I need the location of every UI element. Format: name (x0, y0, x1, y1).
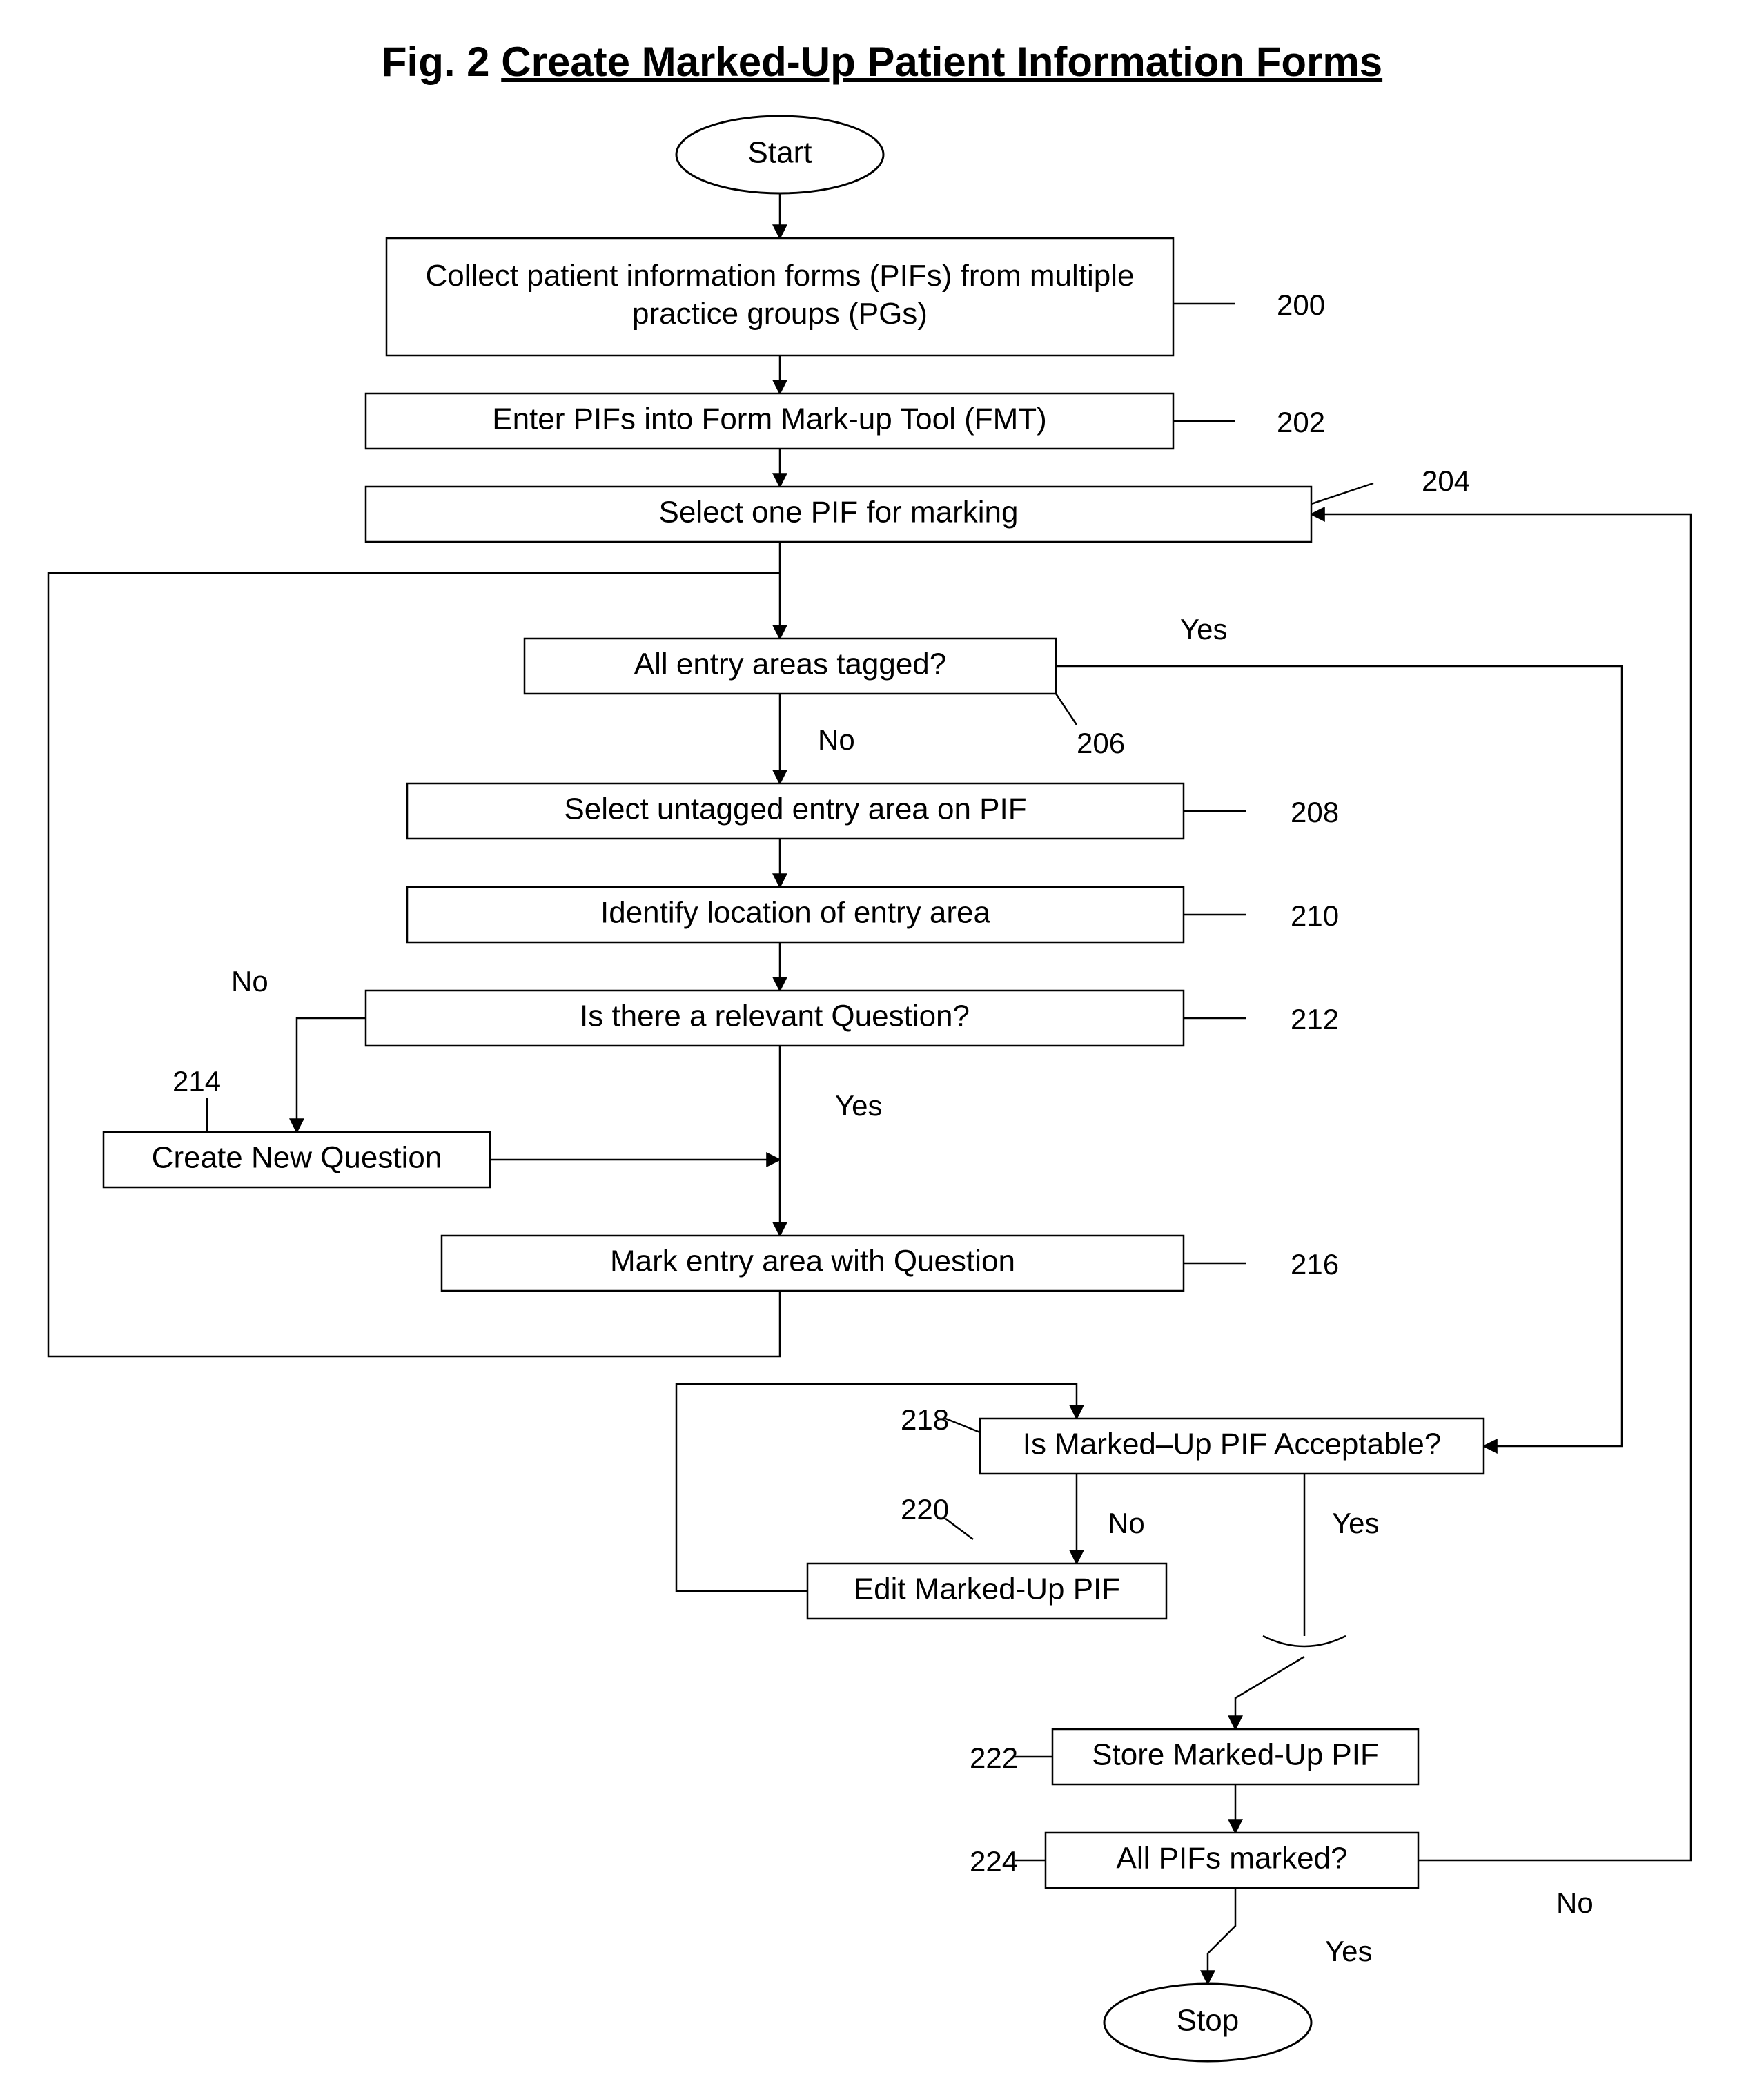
stop-label: Stop (1177, 2004, 1239, 2038)
flow-box-text: Identify location of entry area (600, 896, 991, 930)
ref-number: 202 (1277, 406, 1325, 438)
start-label: Start (748, 136, 812, 170)
edge-label: No (1108, 1507, 1145, 1539)
flow-edge (1263, 1636, 1346, 1646)
edge-label: Yes (835, 1089, 883, 1122)
ref-tick (1056, 694, 1077, 725)
flow-box-text: All entry areas tagged? (634, 647, 947, 681)
flow-box-text: Is there a relevant Question? (580, 1000, 970, 1033)
figure-title: Fig. 2 Create Marked-Up Patient Informat… (382, 39, 1382, 85)
edge-label: Yes (1332, 1507, 1380, 1539)
flow-edge (676, 1384, 1077, 1591)
ref-tick (1311, 483, 1373, 504)
flow-box-text: Create New Question (152, 1141, 442, 1175)
flow-edge (1235, 1657, 1304, 1729)
edge-label: No (231, 965, 268, 997)
ref-number: 204 (1422, 465, 1470, 497)
flow-box-text: Edit Marked-Up PIF (854, 1572, 1120, 1606)
ref-number: 208 (1291, 796, 1339, 828)
flow-box-text: Select untagged entry area on PIF (564, 792, 1026, 826)
flow-box-text: All PIFs marked? (1117, 1842, 1348, 1875)
edge-label: Yes (1325, 1935, 1373, 1967)
ref-number: 214 (173, 1065, 221, 1098)
flow-edge (1311, 514, 1691, 1860)
ref-tick (945, 1519, 973, 1539)
flow-box-text: Enter PIFs into Form Mark-up Tool (FMT) (492, 402, 1047, 436)
flow-edge (1208, 1888, 1235, 1984)
ref-number: 218 (901, 1403, 949, 1436)
ref-tick (945, 1419, 980, 1432)
flow-box-text: Collect patient information forms (PIFs)… (426, 259, 1135, 293)
ref-number: 222 (970, 1742, 1018, 1774)
ref-number: 200 (1277, 289, 1325, 321)
ref-number: 216 (1291, 1248, 1339, 1280)
flow-box-text: Store Marked-Up PIF (1092, 1738, 1379, 1772)
ref-number: 206 (1077, 727, 1125, 759)
flow-box-text: Is Marked–Up PIF Acceptable? (1023, 1427, 1442, 1461)
edge-label: No (1556, 1887, 1594, 1919)
edge-label: No (818, 723, 855, 756)
flow-box-text: practice groups (PGs) (632, 297, 928, 331)
ref-number: 220 (901, 1493, 949, 1526)
ref-number: 212 (1291, 1003, 1339, 1035)
ref-number: 210 (1291, 899, 1339, 932)
edge-label: Yes (1180, 613, 1228, 645)
flow-box-text: Mark entry area with Question (610, 1245, 1015, 1278)
flow-edge (297, 1018, 366, 1132)
flow-box-text: Select one PIF for marking (659, 496, 1019, 529)
ref-number: 224 (970, 1845, 1018, 1878)
